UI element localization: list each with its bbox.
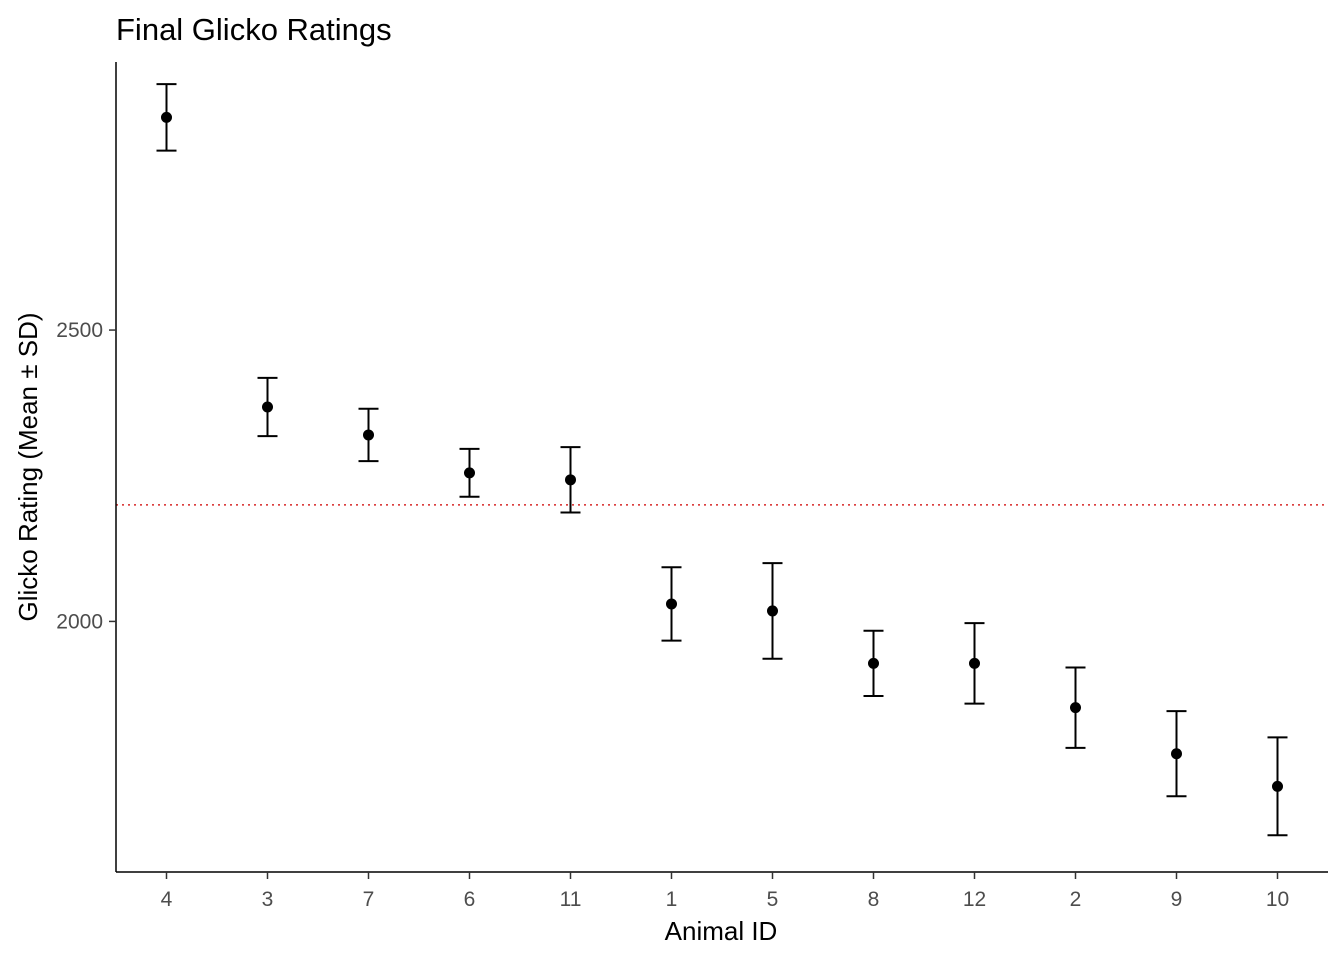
data-point-11	[565, 474, 576, 486]
x-tick-label-8: 8	[868, 888, 880, 911]
errorbar-layer	[156, 83, 1288, 837]
chart-title: Final Glicko Ratings	[116, 12, 392, 47]
x-tick-label-4: 4	[161, 888, 173, 911]
x-tick-label-12: 12	[963, 888, 986, 911]
y-axis-title: Glicko Rating (Mean ± SD)	[13, 312, 43, 621]
y-tick-label-2500: 2500	[56, 319, 103, 342]
point-layer	[161, 111, 1283, 792]
x-tick-label-5: 5	[767, 888, 779, 911]
x-tick-label-2: 2	[1070, 888, 1082, 911]
data-point-9	[1171, 748, 1182, 760]
data-point-6	[464, 467, 475, 479]
x-tick-label-7: 7	[363, 888, 375, 911]
data-point-5	[767, 605, 778, 617]
data-point-3	[262, 401, 273, 413]
data-point-2	[1070, 702, 1081, 714]
y-tick-layer: 2000 2500	[56, 319, 116, 633]
x-tick-label-1: 1	[666, 888, 678, 911]
x-tick-label-3: 3	[262, 888, 274, 911]
x-tick-label-6: 6	[464, 888, 476, 911]
x-tick-label-10: 10	[1266, 888, 1289, 911]
data-point-8	[868, 657, 879, 669]
data-point-1	[666, 598, 677, 610]
data-point-12	[969, 657, 980, 669]
data-point-10	[1272, 780, 1283, 792]
data-point-4	[161, 111, 172, 123]
x-tick-label-9: 9	[1171, 888, 1183, 911]
x-axis-title: Animal ID	[665, 916, 778, 946]
x-tick-layer: 4 3 7 6 11 1 5 8 12 2 9 10	[161, 872, 1289, 911]
x-tick-label-11: 11	[560, 888, 582, 911]
data-point-7	[363, 429, 374, 441]
y-tick-label-2000: 2000	[56, 610, 103, 633]
